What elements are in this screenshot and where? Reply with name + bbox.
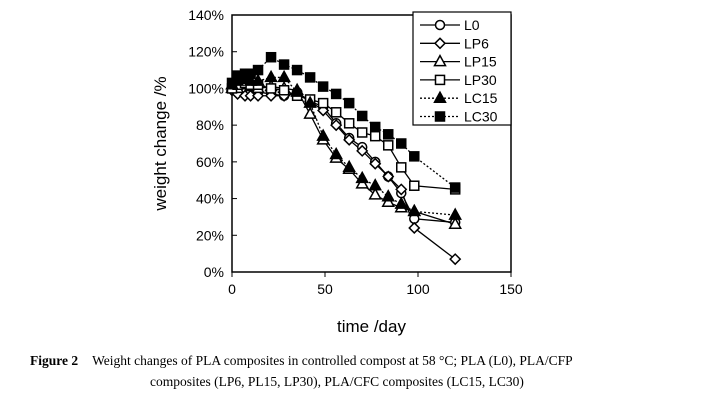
data-point-LC15 (277, 69, 291, 83)
legend-label-L0: L0 (464, 17, 480, 33)
legend-label-LC30: LC30 (464, 109, 498, 125)
legend-label-LC15: LC15 (464, 90, 498, 106)
data-point-LP30 (343, 118, 355, 129)
data-point-LP6 (449, 253, 462, 266)
data-point-LP6 (395, 183, 408, 196)
data-point-LP30 (396, 162, 407, 173)
data-point-LC15 (381, 189, 396, 202)
legend-marker-LC15 (433, 90, 447, 103)
data-point-LP15 (448, 216, 462, 230)
data-point-LC15 (342, 159, 356, 173)
data-point-LC15 (407, 203, 422, 217)
y-tick-label: 140% (188, 7, 224, 23)
data-point-LC30 (343, 97, 355, 109)
data-point-LC15 (290, 84, 304, 97)
data-point-LC15 (316, 128, 330, 141)
data-point-LC30 (278, 59, 290, 70)
legend-marker-LP6 (433, 37, 447, 50)
data-point-LP6 (251, 89, 265, 102)
data-point-LC30 (226, 77, 238, 89)
data-point-LC30 (252, 64, 264, 76)
y-tick-label: 120% (188, 44, 224, 60)
x-tick-label: 150 (499, 281, 523, 297)
figure-label: Figure 2 (30, 353, 79, 368)
data-point-LC30 (449, 182, 461, 193)
data-point-LP6 (369, 157, 382, 170)
x-tick-label: 0 (228, 281, 236, 297)
data-point-LP6 (330, 119, 343, 132)
y-axis-label: weight change /% (151, 76, 170, 211)
data-point-LC30 (304, 72, 316, 83)
x-tick-label: 100 (406, 281, 430, 297)
data-point-LC30 (317, 81, 329, 92)
data-point-LP30 (409, 180, 420, 191)
y-tick-label: 100% (188, 80, 224, 96)
legend-box (412, 11, 512, 126)
legend-marker-LP15 (433, 54, 447, 67)
data-point-LC30 (330, 88, 342, 100)
data-point-LC15 (303, 95, 317, 108)
x-axis-label: time /day (337, 317, 406, 336)
data-point-LP30 (382, 140, 394, 151)
data-point-LC30 (409, 151, 420, 162)
data-point-LC15 (264, 69, 278, 83)
legend-marker-L0 (434, 19, 446, 31)
data-point-LC15 (368, 178, 382, 191)
data-point-LP30 (265, 83, 277, 94)
data-point-LP30 (317, 97, 329, 109)
data-point-LC30 (382, 129, 394, 140)
data-point-LC30 (369, 121, 381, 133)
legend-marker-LC30 (434, 111, 446, 122)
y-tick-label: 40% (196, 191, 224, 207)
data-point-LP30 (369, 130, 381, 142)
data-point-LP6 (356, 144, 369, 157)
x-tick-label: 50 (317, 281, 333, 297)
plot-frame (231, 14, 512, 273)
data-point-LP30 (278, 85, 290, 96)
data-point-LC30 (356, 110, 368, 122)
data-point-LP6 (408, 221, 421, 235)
caption-text-1: Weight changes of PLA composites in cont… (92, 353, 573, 368)
legend-label-LP15: LP15 (464, 54, 497, 70)
data-point-LP30 (356, 127, 368, 138)
data-point-LC15 (355, 170, 369, 184)
data-point-LC30 (265, 51, 277, 63)
legend-marker-LP30 (434, 74, 446, 86)
data-point-LP6 (382, 170, 395, 183)
caption-line2: composites (LP6, PL15, LP30), PLA/CFC co… (150, 374, 524, 389)
data-point-LC15 (448, 207, 462, 220)
data-point-LP30 (330, 107, 342, 118)
data-point-LC15 (329, 146, 343, 160)
data-point-LC15 (251, 73, 265, 86)
y-tick-label: 20% (196, 227, 224, 243)
caption-line1: Figure 2 Weight changes of PLA composites… (30, 353, 573, 369)
y-tick-label: 80% (196, 117, 224, 133)
data-point-LP15 (303, 106, 317, 119)
series-line-LC15 (231, 76, 456, 216)
data-point-LC15 (394, 196, 409, 209)
y-tick-label: 0% (204, 264, 224, 280)
data-point-LP6 (343, 133, 356, 146)
data-point-LC30 (291, 64, 303, 76)
data-point-LC30 (396, 138, 407, 149)
y-tick-label: 60% (196, 154, 224, 170)
legend-label-LP6: LP6 (464, 35, 489, 51)
data-point-LP15 (368, 187, 382, 200)
legend-label-LP30: LP30 (464, 72, 497, 88)
